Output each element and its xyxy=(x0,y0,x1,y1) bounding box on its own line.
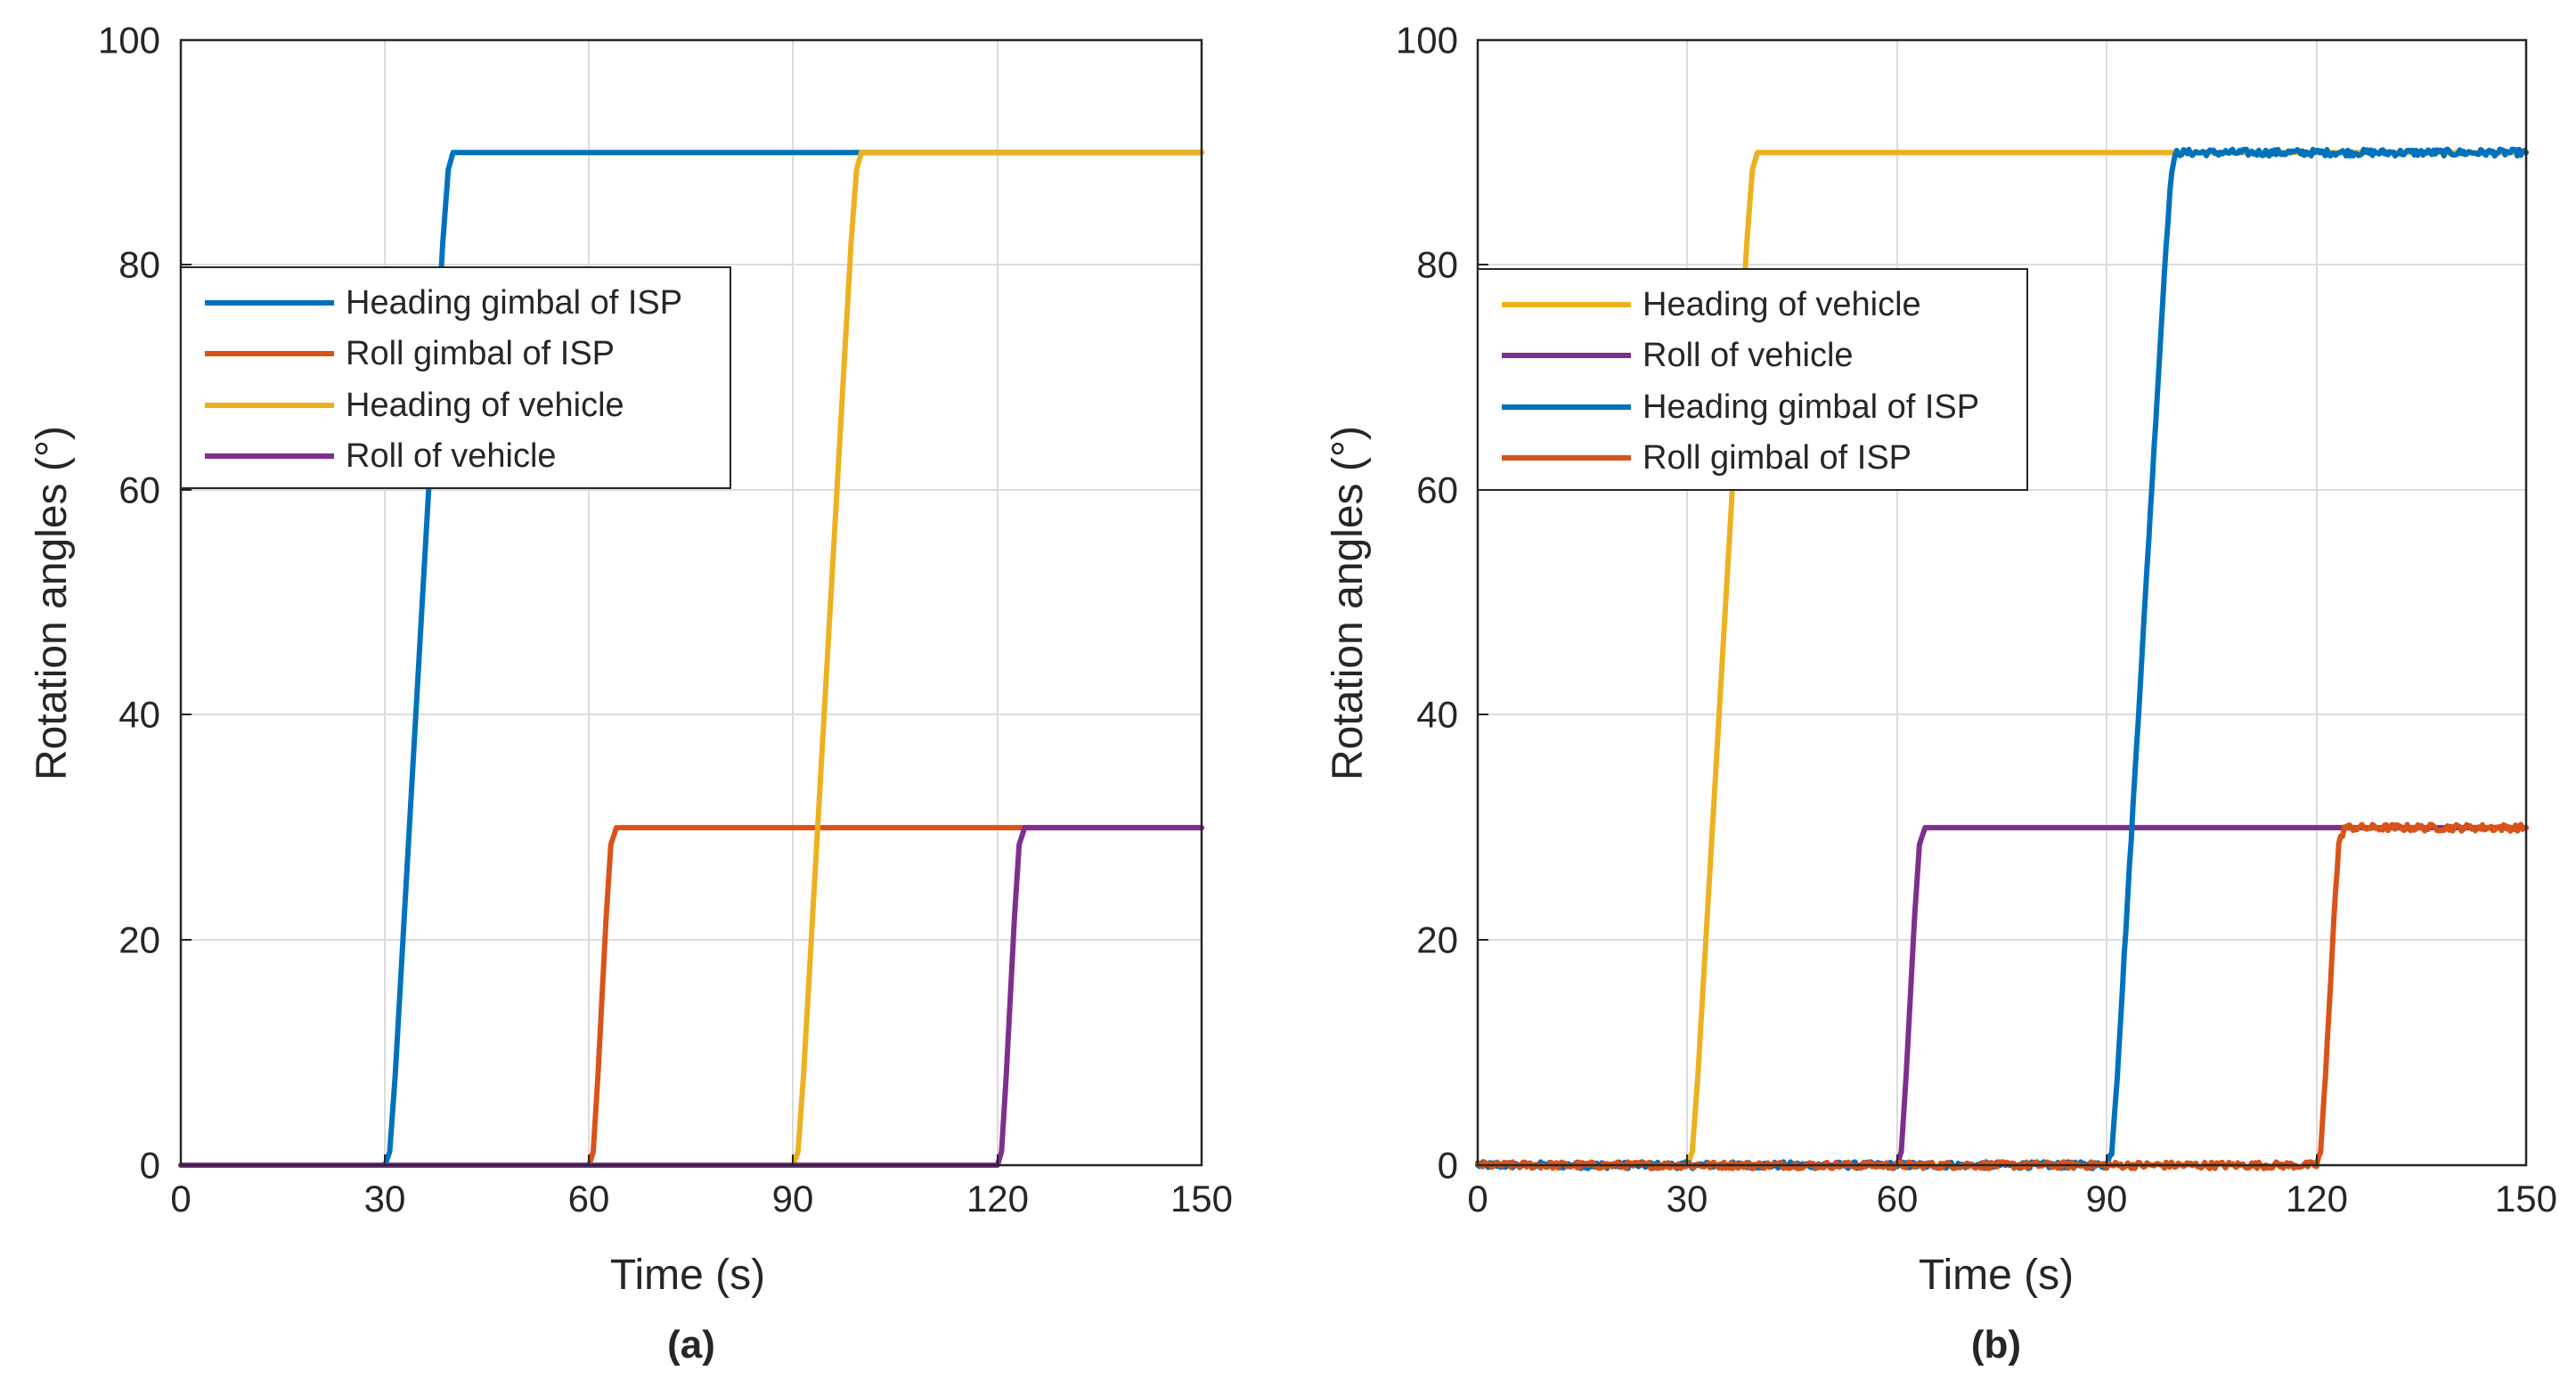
series-a xyxy=(178,150,1204,1168)
y-tick-label-b-1: 20 xyxy=(1416,919,1458,961)
series-line-b-3 xyxy=(1475,821,2529,1171)
legend-label-b-0: Heading of vehicle xyxy=(1643,286,1921,323)
y-tick-label-a-0: 0 xyxy=(140,1145,160,1187)
y-axis-label-a: Rotation angles (°) xyxy=(29,426,76,780)
legend-label-b-3: Roll gimbal of ISP xyxy=(1643,439,1912,477)
legend-b: Heading of vehicle Roll of vehicle Headi… xyxy=(1477,268,2028,491)
x-tick-label-b-0: 0 xyxy=(1467,1178,1488,1220)
x-tick-label-b-5: 150 xyxy=(2495,1178,2557,1220)
axes-frame-b xyxy=(1476,38,2528,1167)
x-tick-label-a-2: 60 xyxy=(568,1178,610,1220)
caption-a: (a) xyxy=(667,1323,715,1367)
y-tick-label-b-0: 0 xyxy=(1438,1145,1458,1187)
legend-label-a-1: Roll gimbal of ISP xyxy=(346,335,615,372)
x-tick-label-b-2: 60 xyxy=(1877,1178,1919,1220)
grid-b xyxy=(1478,40,2526,1165)
y-tick-label-b-3: 60 xyxy=(1416,469,1458,511)
y-tick-label-a-4: 80 xyxy=(118,244,160,286)
legend-label-b-1: Roll of vehicle xyxy=(1643,337,1854,374)
x-tick-marks-a xyxy=(180,1154,1202,1165)
y-tick-labels-b: 0 20 40 60 80 100 xyxy=(1396,20,1458,1187)
y-tick-label-a-3: 60 xyxy=(118,469,160,511)
y-tick-labels-a: 0 20 40 60 80 100 xyxy=(98,20,160,1187)
y-tick-label-b-5: 100 xyxy=(1396,20,1458,61)
x-tick-labels-a: 0 30 60 90 120 150 xyxy=(170,1178,1233,1220)
x-tick-label-a-5: 150 xyxy=(1170,1178,1233,1220)
legend-a: Heading gimbal of ISP Roll gimbal of ISP… xyxy=(180,266,731,489)
axes-frame-a xyxy=(179,38,1203,1167)
x-tick-label-a-3: 90 xyxy=(772,1178,814,1220)
x-tick-label-a-0: 0 xyxy=(170,1178,191,1220)
plot-area-a xyxy=(181,40,1202,1165)
x-tick-label-a-1: 30 xyxy=(364,1178,406,1220)
grid-a xyxy=(181,40,1202,1165)
y-tick-label-b-4: 80 xyxy=(1416,244,1458,286)
x-tick-labels-b: 0 30 60 90 120 150 xyxy=(1467,1178,2557,1220)
caption-b: (b) xyxy=(1971,1323,2021,1367)
legend-label-a-0: Heading gimbal of ISP xyxy=(346,284,682,322)
panel-a: 0 20 40 60 80 100 0 30 60 90 120 150 Tim… xyxy=(29,20,1233,1367)
y-tick-label-a-5: 100 xyxy=(98,20,160,61)
x-tick-label-b-3: 90 xyxy=(2086,1178,2128,1220)
x-axis-label-a: Time (s) xyxy=(610,1252,765,1299)
panel-b: 0 20 40 60 80 100 0 30 60 90 120 150 Tim… xyxy=(1325,20,2557,1367)
legend-label-b-2: Heading gimbal of ISP xyxy=(1643,388,1979,426)
legend-label-a-2: Heading of vehicle xyxy=(346,387,624,424)
y-tick-marks-a xyxy=(181,39,192,1166)
y-tick-label-a-2: 40 xyxy=(118,694,160,736)
y-tick-label-a-1: 20 xyxy=(118,919,160,961)
legend-label-a-3: Roll of vehicle xyxy=(346,437,557,475)
x-tick-label-b-1: 30 xyxy=(1667,1178,1708,1220)
x-tick-label-b-4: 120 xyxy=(2286,1178,2348,1220)
x-tick-label-a-4: 120 xyxy=(966,1178,1029,1220)
y-axis-label-b: Rotation angles (°) xyxy=(1325,426,1372,780)
plot-area-b xyxy=(1478,40,2526,1165)
x-tick-marks-b xyxy=(1477,1154,2527,1165)
y-tick-label-b-2: 40 xyxy=(1416,694,1458,736)
x-axis-label-b: Time (s) xyxy=(1919,1252,2074,1299)
